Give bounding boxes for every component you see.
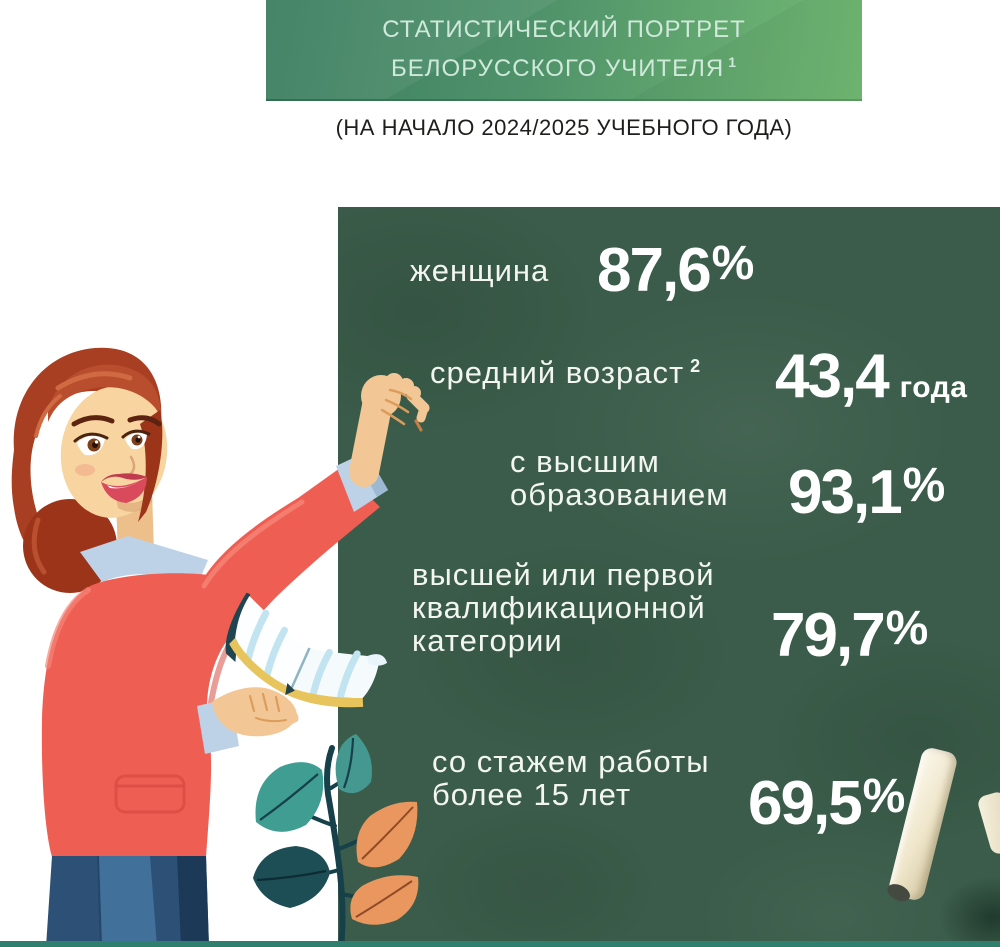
page-title-line-2: БЕЛОРУССКОГО УЧИТЕЛЯ 1 [266, 46, 862, 85]
cardigan-pocket [114, 774, 186, 814]
eye-right [121, 429, 151, 450]
stat-row-experience-label: со стажем работы более 15 лет [432, 745, 709, 811]
leaf-dark-teal [253, 846, 330, 908]
stat-row-women-label: женщина [410, 254, 549, 287]
subtitle: (НА НАЧАЛО 2024/2025 УЧЕБНОГО ГОДА) [335, 115, 793, 140]
raised-arm [196, 391, 392, 635]
plant-illustration [253, 734, 419, 947]
stat-label-line: с высшим [510, 444, 660, 479]
writing-hand [361, 373, 430, 432]
leaf-left-teal [255, 762, 324, 832]
stat-number: 79,7 [771, 601, 886, 670]
stat-label-line: со стажем работы [432, 744, 710, 779]
bottom-accent-strip [0, 941, 1000, 947]
title-text-1: СТАТИСТИЧЕСКИЙ ПОРТРЕТ [382, 16, 746, 43]
teacher-illustration [11, 347, 430, 947]
stat-number: 93,1 [788, 458, 903, 527]
stat-unit: % [885, 602, 929, 655]
trousers [46, 855, 209, 947]
stat-label-line: квалификационной [412, 590, 706, 625]
stat-label-line: более 15 лет [432, 777, 632, 812]
leaf-orange-upper [356, 801, 418, 868]
stat-row-women-value: 87,6% [597, 235, 754, 306]
stat-row-higher-education-value: 93,1% [788, 457, 945, 528]
stat-label-line: высшей или первой [412, 557, 715, 592]
stat-row-experience-value: 69,5% [748, 768, 905, 839]
eyebrows [71, 415, 162, 427]
mouth [101, 473, 147, 503]
stat-unit: % [862, 770, 906, 823]
title-text-2: БЕЛОРУССКОГО УЧИТЕЛЯ [391, 55, 725, 82]
leaf-orange-lower [350, 875, 419, 925]
stat-unit: % [902, 459, 946, 512]
stat-number: 87,6 [597, 236, 712, 305]
stat-row-qualification-value: 79,7% [771, 600, 928, 671]
stat-unit: % [711, 237, 755, 290]
stat-row-qualification-label: высшей или первой квалификационной катег… [412, 558, 715, 657]
cheek-blush [75, 464, 95, 476]
eye-left [73, 432, 109, 456]
left-hand-fingers [236, 691, 299, 728]
stat-row-higher-education-label: с высшим образованием [510, 445, 729, 511]
stat-label-line: образованием [510, 477, 729, 512]
chalkboard: женщина 87,6% средний возраст 2 43,4 года … [338, 207, 1000, 947]
header-banner: СТАТИСТИЧЕСКИЙ ПОРТРЕТ БЕЛОРУССКОГО УЧИТ… [266, 0, 862, 101]
stat-row-average-age-label: средний возраст 2 [430, 350, 701, 389]
leaf-top-teal [335, 734, 372, 794]
stat-label-line: категории [412, 623, 563, 658]
stat-footnote-marker: 2 [690, 356, 702, 376]
stat-number: 43,4 [775, 342, 890, 411]
stat-label-line: средний возраст [430, 355, 685, 390]
stat-label-line: женщина [410, 253, 550, 288]
page-title-line-1: СТАТИСТИЧЕСКИЙ ПОРТРЕТ [266, 13, 862, 46]
open-book [225, 592, 388, 708]
title-footnote-marker: 1 [728, 54, 737, 70]
stat-unit: года [899, 371, 968, 404]
cardigan [41, 573, 252, 857]
stat-row-average-age-value: 43,4 года [775, 341, 967, 412]
stat-number: 69,5 [748, 769, 863, 838]
